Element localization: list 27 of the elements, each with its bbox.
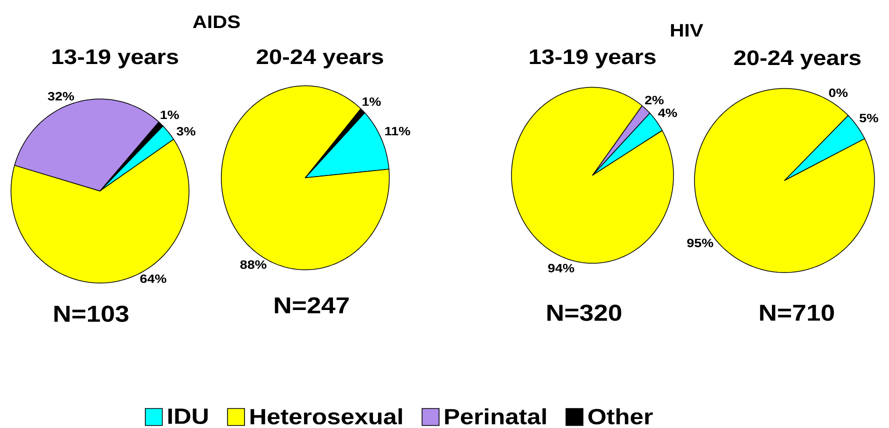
data-label: 94% <box>548 264 574 272</box>
data-label: 11% <box>385 126 410 136</box>
legend-label: Perinatal <box>445 408 546 424</box>
data-label: 1% <box>160 110 179 120</box>
data-label: 32% <box>48 92 74 101</box>
legend-label: IDU <box>168 408 208 424</box>
data-label: 64% <box>140 274 166 283</box>
chart-title: HIV <box>671 24 704 36</box>
legend-label: Other <box>588 408 653 424</box>
chart-subtitle: 13-19 years <box>530 49 656 68</box>
data-label: 88% <box>240 260 266 269</box>
text: N=247 <box>274 297 349 314</box>
text: N=710 <box>760 304 834 321</box>
data-label: 95% <box>687 238 714 248</box>
chart-subtitle: 20-24 years <box>256 49 384 68</box>
data-label: 4% <box>658 108 677 118</box>
chart-subtitle: 13-19 years <box>52 49 178 68</box>
data-label: 3% <box>176 127 196 136</box>
chart-subtitle: 20-24 years <box>734 50 861 70</box>
text: 0% <box>829 88 848 98</box>
data-label: 5% <box>860 114 878 122</box>
data-label: 1% <box>362 97 381 106</box>
text: N=320 <box>547 304 622 321</box>
chart-title: AIDS <box>192 15 240 28</box>
data-label: 2% <box>645 96 664 104</box>
text: N=103 <box>54 306 128 322</box>
legend-label: Heterosexual <box>250 408 402 424</box>
